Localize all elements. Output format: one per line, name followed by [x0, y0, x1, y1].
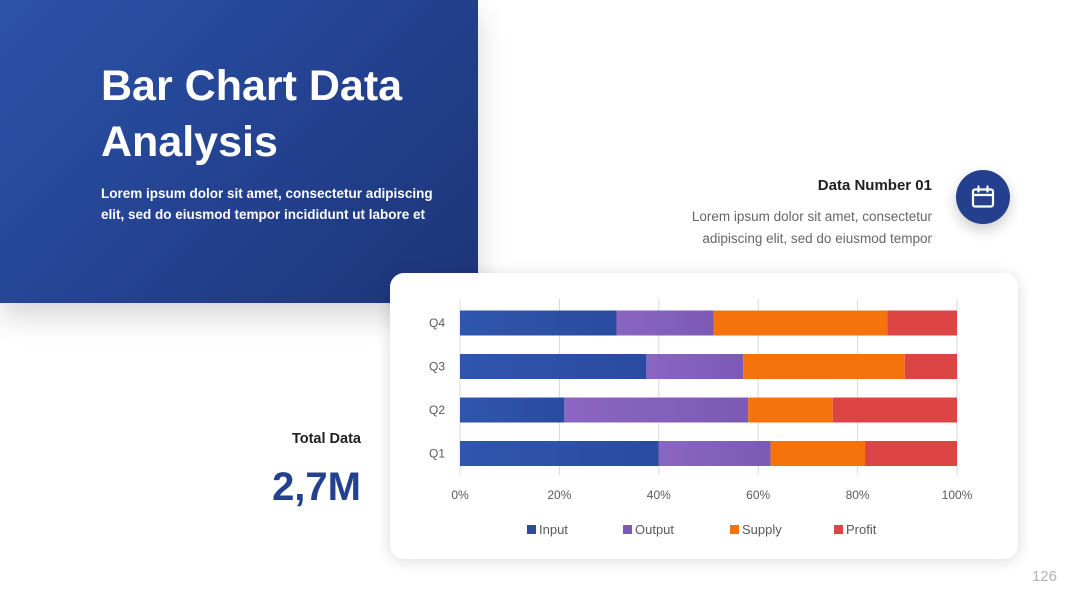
y-category-label: Q1 [429, 447, 445, 461]
bar-segment-output-q3 [646, 354, 744, 379]
legend-swatch-profit [834, 525, 843, 534]
bar-segment-input-q3 [460, 354, 647, 379]
legend-swatch-input [527, 525, 536, 534]
legend-label-profit: Profit [846, 522, 877, 537]
slide-description: Lorem ipsum dolor sit amet, consectetur … [101, 186, 433, 222]
bar-segment-supply-q1 [770, 441, 866, 466]
legend-label-output: Output [635, 522, 674, 537]
info-title: Data Number 01 [817, 177, 932, 194]
legend-label-input: Input [539, 522, 568, 537]
legend-label-supply: Supply [742, 522, 782, 537]
bar-segment-input-q4 [460, 310, 617, 336]
bar-segment-input-q2 [460, 397, 565, 423]
title-panel: Bar Chart Data Analysis Lorem ipsum dolo… [0, 0, 478, 303]
y-category-label: Q2 [429, 403, 445, 417]
x-tick-label: 60% [746, 488, 770, 502]
x-tick-label: 40% [647, 488, 671, 502]
total-data-value: 2,7M [272, 465, 361, 509]
bar-segment-output-q1 [658, 441, 771, 466]
bar-segment-profit-q2 [832, 397, 957, 423]
bar-segment-supply-q2 [748, 397, 833, 423]
bar-segment-output-q2 [564, 397, 749, 423]
x-tick-label: 100% [942, 488, 973, 502]
slide-title-line-1: Bar Chart Data [101, 62, 403, 110]
info-description: Lorem ipsum dolor sit amet, consectetur … [691, 209, 932, 246]
bar-segment-profit-q1 [865, 441, 957, 466]
slide-title-line-2: Analysis [101, 118, 278, 166]
page-number: 126 [1031, 568, 1057, 585]
legend-swatch-supply [730, 525, 739, 534]
calendar-badge [956, 170, 1010, 224]
calendar-icon [971, 185, 995, 208]
total-data-label: Total Data [291, 431, 361, 447]
x-tick-label: 0% [451, 488, 469, 502]
bar-segment-profit-q3 [904, 354, 957, 379]
bar-segment-output-q4 [616, 310, 714, 336]
slide-title: Bar Chart Data Analysis [101, 58, 461, 170]
y-category-label: Q3 [429, 360, 445, 374]
x-tick-label: 20% [547, 488, 571, 502]
bar-segment-supply-q4 [713, 310, 888, 336]
bar-segment-profit-q4 [887, 310, 957, 336]
x-tick-label: 80% [846, 488, 870, 502]
chart-card: 0% 20% 40% 60% 80% 100% Q1 Q2 Q3 Q4 Input Output Sup… [390, 273, 1018, 559]
y-category-label: Q4 [429, 316, 445, 330]
stacked-bar-chart: 0% 20% 40% 60% 80% 100% Q1 Q2 Q3 Q4 Input Output Sup… [429, 299, 973, 537]
bar-segment-input-q1 [460, 441, 659, 466]
legend-swatch-output [623, 525, 632, 534]
bar-segment-supply-q3 [743, 354, 905, 379]
